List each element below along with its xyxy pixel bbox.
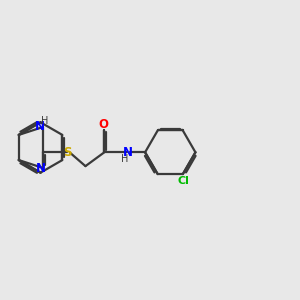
Text: S: S bbox=[63, 146, 71, 159]
Text: N: N bbox=[122, 146, 133, 159]
Text: O: O bbox=[99, 118, 109, 131]
Text: H: H bbox=[41, 116, 49, 126]
Text: N: N bbox=[34, 120, 45, 133]
Text: Cl: Cl bbox=[177, 176, 189, 186]
Text: N: N bbox=[36, 162, 46, 175]
Text: H: H bbox=[121, 154, 129, 164]
